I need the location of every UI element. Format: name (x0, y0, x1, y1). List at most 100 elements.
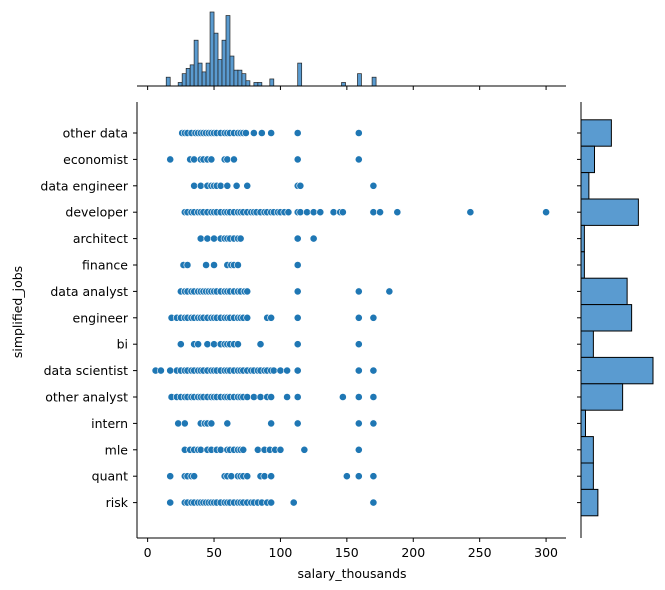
y-tick-label: other data (63, 126, 128, 141)
y-hist-bar (580, 409, 586, 438)
scatter-point (230, 155, 238, 164)
x-hist-bar (213, 32, 219, 87)
scatter-point (293, 393, 302, 401)
scatter-point (284, 208, 293, 217)
scatter-point (369, 181, 378, 190)
x-hist-bar (233, 69, 239, 87)
x-axis-label: salary_thousands (297, 566, 406, 581)
scatter-point (253, 445, 262, 454)
scatter-point (267, 129, 276, 137)
scatter-point (190, 472, 199, 481)
x-hist-bar (371, 76, 377, 87)
scatter-point (354, 393, 363, 401)
scatter-point (203, 340, 212, 349)
scatter-point (293, 419, 302, 428)
scatter-point (296, 181, 305, 190)
scatter-point (180, 419, 189, 428)
y-tick-label: finance (82, 258, 128, 273)
y-hist-bar (580, 330, 594, 358)
scatter-point (293, 366, 302, 375)
scatter-point (466, 208, 475, 217)
y-tick-label: other analyst (45, 390, 128, 405)
scatter-axes: 0 50 100 150 200 250 300 other data economist dat… (40, 102, 566, 560)
scatter-point (166, 155, 175, 164)
scatter-point (196, 234, 205, 243)
scatter-point (190, 181, 199, 190)
x-tick-label: 100 (269, 545, 293, 560)
scatter-point (376, 208, 384, 217)
scatter-point (249, 393, 258, 401)
scatter-point (243, 393, 252, 401)
x-hist-bar (229, 55, 235, 87)
scatter-point (223, 419, 232, 428)
scatter-point (202, 261, 210, 269)
scatter-point (267, 313, 276, 322)
x-hist-bar (237, 69, 243, 87)
scatter-point (354, 419, 363, 428)
scatter-point (354, 472, 363, 481)
scatter-point (223, 181, 232, 190)
scatter-point (210, 340, 218, 349)
scatter-point (354, 129, 363, 137)
scatter-point (338, 208, 347, 217)
y-tick-label: data engineer (40, 178, 128, 193)
x-tick-label: 300 (534, 545, 558, 560)
scatter-point (296, 208, 305, 217)
scatter-point (243, 287, 252, 296)
y-tick-label: developer (65, 205, 128, 220)
scatter-point (354, 366, 363, 375)
scatter-point (166, 366, 175, 375)
scatter-point (354, 155, 363, 164)
scatter-point (293, 234, 302, 243)
y-hist-bar (580, 383, 624, 411)
x-hist-bar (221, 39, 227, 87)
scatter-point (176, 340, 185, 349)
x-hist-bar (217, 59, 223, 87)
x-hist-bar (189, 64, 195, 87)
y-marginal-histogram (577, 102, 654, 538)
x-hist-bar (257, 82, 263, 87)
x-hist-bar (177, 82, 183, 87)
y-hist-bar (580, 119, 612, 147)
scatter-point (256, 340, 265, 349)
x-tick-label: 250 (468, 545, 492, 560)
y-hist-bar (580, 462, 594, 490)
scatter-point (293, 340, 302, 349)
scatter-point (369, 419, 378, 428)
scatter-point (309, 208, 318, 217)
scatter-point (289, 498, 298, 507)
y-tick-label: data analyst (50, 284, 128, 299)
x-hist-bar (193, 39, 199, 87)
scatter-point (256, 393, 265, 401)
x-hist-bar (253, 82, 259, 87)
scatter-points (151, 129, 550, 507)
scatter-point (369, 393, 378, 401)
scatter-point (385, 287, 394, 296)
x-hist-bar (181, 73, 187, 87)
scatter-point (243, 181, 252, 190)
scatter-point (236, 234, 245, 243)
scatter-point (234, 261, 242, 269)
x-hist-bar (197, 62, 203, 87)
scatter-point (293, 155, 302, 164)
scatter-point (223, 155, 232, 164)
scatter-point (338, 393, 347, 401)
scatter-point (354, 287, 363, 296)
scatter-point (342, 472, 351, 481)
scatter-point (369, 366, 378, 375)
scatter-point (303, 208, 311, 217)
y-hist-bar (580, 304, 633, 332)
y-hist-bar (580, 488, 599, 517)
scatter-point (293, 313, 302, 322)
y-tick-label: bi (117, 337, 128, 352)
y-tick-label: data scientist (44, 363, 128, 378)
scatter-point (243, 472, 252, 481)
x-hist-bar (185, 68, 191, 87)
scatter-point (216, 445, 225, 454)
scatter-point (260, 472, 269, 481)
scatter-point (210, 261, 218, 269)
scatter-point (369, 313, 378, 322)
x-hist-bar (341, 82, 346, 87)
scatter-point (267, 419, 276, 428)
scatter-point (194, 340, 202, 349)
